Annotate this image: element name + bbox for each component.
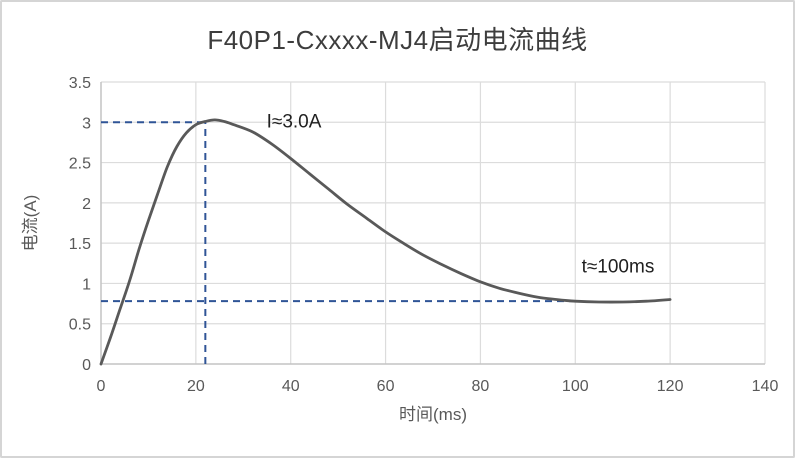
y-tick-label: 2 (82, 196, 91, 213)
x-tick-label: 140 (752, 378, 779, 395)
y-tick-label: 3.5 (69, 75, 91, 92)
x-axis-title: 时间(ms) (399, 405, 467, 424)
y-axis-title: 电流(A) (21, 195, 40, 252)
y-tick-label: 2.5 (69, 156, 91, 173)
x-tick-label: 80 (472, 378, 490, 395)
x-tick-label: 20 (187, 378, 205, 395)
x-tick-label: 60 (377, 378, 395, 395)
x-tick-label: 40 (282, 378, 300, 395)
y-tick-label: 1 (82, 276, 91, 293)
y-tick-label: 3 (82, 115, 91, 132)
current-curve (99, 118, 672, 366)
x-tick-label: 100 (562, 378, 589, 395)
settle-time-annotation: t≈100ms (582, 257, 655, 278)
x-tick-label: 120 (657, 378, 684, 395)
peak-current-annotation: I≈3.0A (267, 112, 322, 133)
y-tick-label: 0.5 (69, 317, 91, 334)
x-tick-label: 0 (97, 378, 106, 395)
y-tick-label: 1.5 (69, 236, 91, 253)
y-tick-label: 0 (82, 357, 91, 374)
chart-title: F40P1-Cxxxx-MJ4启动电流曲线 (207, 25, 588, 55)
